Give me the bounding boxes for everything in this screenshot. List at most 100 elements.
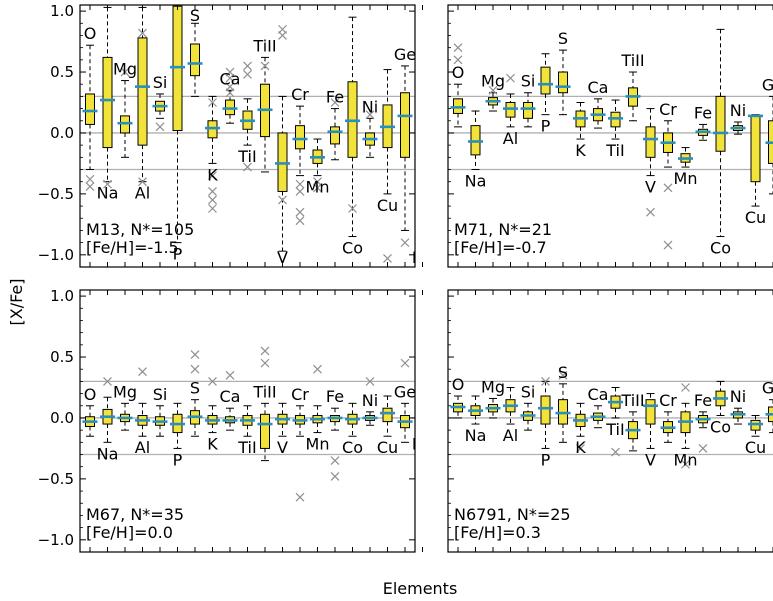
box-Cr — [292, 105, 308, 177]
element-label-K: K — [575, 438, 586, 457]
outlier-marker — [383, 254, 392, 263]
box-Ni — [730, 121, 746, 135]
element-label-Cu: Cu — [745, 438, 766, 457]
element-label-Fe: Fe — [326, 88, 344, 107]
element-label-Rb: Rb — [412, 248, 433, 267]
box-body — [137, 37, 148, 146]
box-O — [450, 395, 466, 419]
element-label-S: S — [190, 6, 200, 25]
outlier-marker — [208, 195, 217, 205]
box-TiI — [608, 99, 623, 140]
box-Ge — [397, 402, 413, 443]
outlier-marker — [295, 179, 305, 189]
box-V — [275, 95, 290, 252]
box-Ni — [362, 411, 378, 426]
box-Na — [468, 110, 483, 171]
outlier-marker — [190, 350, 200, 360]
box-V — [643, 108, 658, 177]
outlier-marker — [225, 67, 235, 77]
outlier-marker — [243, 162, 252, 172]
y-tick-label: 1.0 — [50, 287, 74, 305]
element-label-TiI: TiI — [605, 141, 624, 160]
box-Mg — [485, 92, 501, 112]
box-Cr — [292, 405, 308, 437]
box-K — [205, 95, 220, 164]
outlier-marker — [330, 456, 340, 466]
box-S — [187, 22, 203, 97]
box-Ca — [590, 98, 606, 129]
element-label-K: K — [207, 435, 218, 454]
outlier-marker — [419, 365, 427, 373]
element-label-TiII: TiII — [252, 382, 276, 401]
box-Mn — [310, 405, 325, 434]
outlier-marker — [103, 179, 112, 189]
element-label-Ge: Ge — [762, 379, 773, 398]
element-label-Mg: Mg — [481, 72, 505, 91]
box-body — [750, 115, 761, 183]
y-tick-label: 0.5 — [50, 63, 74, 81]
element-label-O: O — [84, 24, 97, 43]
panel-3: O Na Mg Al Si P S K Ca TiI TiII V Cr Mn Fe Co Ni Cu Ge Rb M6… — [38, 287, 427, 553]
box-body — [418, 55, 427, 176]
element-label-TiI: TiI — [237, 438, 256, 457]
element-label-Ca: Ca — [220, 69, 241, 88]
element-label-Co: Co — [710, 418, 731, 437]
element-label-K: K — [207, 165, 218, 184]
outlier-marker — [681, 459, 690, 469]
box-Na — [100, 6, 115, 183]
box-Mn — [678, 147, 693, 168]
outlier-marker — [365, 110, 375, 120]
outlier-marker — [85, 182, 95, 191]
box-K — [205, 405, 220, 434]
element-label-TiII: TiII — [620, 51, 644, 70]
element-label-V: V — [277, 438, 288, 457]
element-label-Al: Al — [135, 184, 150, 203]
element-label-P: P — [173, 245, 183, 264]
outlier-marker — [120, 67, 130, 77]
box-body — [260, 413, 270, 449]
box-Ge — [765, 399, 773, 434]
box-Fe — [695, 411, 711, 429]
element-label-Mn: Mn — [306, 178, 330, 197]
element-label-Si: Si — [153, 73, 168, 92]
box-Ca — [590, 405, 606, 429]
panel-feh-label: [Fe/H]=-0.7 — [454, 238, 547, 257]
box-P — [538, 53, 553, 116]
element-label-Fe: Fe — [694, 103, 712, 122]
element-label-Cr: Cr — [291, 385, 309, 404]
panel-cluster-label: M71, N*=21 — [454, 220, 552, 239]
element-label-Na: Na — [97, 444, 119, 463]
outlier-marker — [260, 358, 270, 368]
box-body — [85, 93, 95, 125]
box-Fe — [327, 407, 343, 431]
element-label-Co: Co — [342, 239, 363, 258]
element-label-TiII: TiII — [620, 391, 644, 410]
element-label-Ca: Ca — [588, 78, 609, 97]
panel-feh-label: [Fe/H]=-1.5 — [86, 238, 179, 257]
outlier-marker — [541, 376, 550, 386]
panel-feh-label: [Fe/H]=0.3 — [454, 523, 541, 542]
outlier-marker — [663, 240, 673, 250]
element-label-V: V — [645, 450, 656, 469]
outlier-marker — [138, 28, 147, 38]
box-Cr — [660, 411, 676, 443]
box-Co — [345, 402, 360, 437]
element-label-O: O — [452, 63, 465, 82]
outlier-marker — [243, 61, 252, 71]
element-label-Ca: Ca — [220, 387, 241, 406]
element-label-Ca: Ca — [588, 385, 609, 404]
outlier-marker — [260, 61, 270, 71]
box-Cr — [660, 120, 676, 168]
box-P — [170, 402, 185, 449]
box-S — [187, 399, 203, 437]
box-Ge — [765, 95, 773, 195]
box-Cu — [748, 114, 763, 207]
box-V — [275, 402, 290, 437]
box-Mg — [117, 402, 133, 431]
element-label-Cu: Cu — [377, 438, 398, 457]
y-tick-label: −1.0 — [38, 246, 74, 264]
y-tick-label: 0.0 — [50, 124, 74, 142]
element-label-Si: Si — [521, 72, 536, 91]
box-K — [573, 101, 588, 140]
element-label-S: S — [558, 363, 568, 382]
